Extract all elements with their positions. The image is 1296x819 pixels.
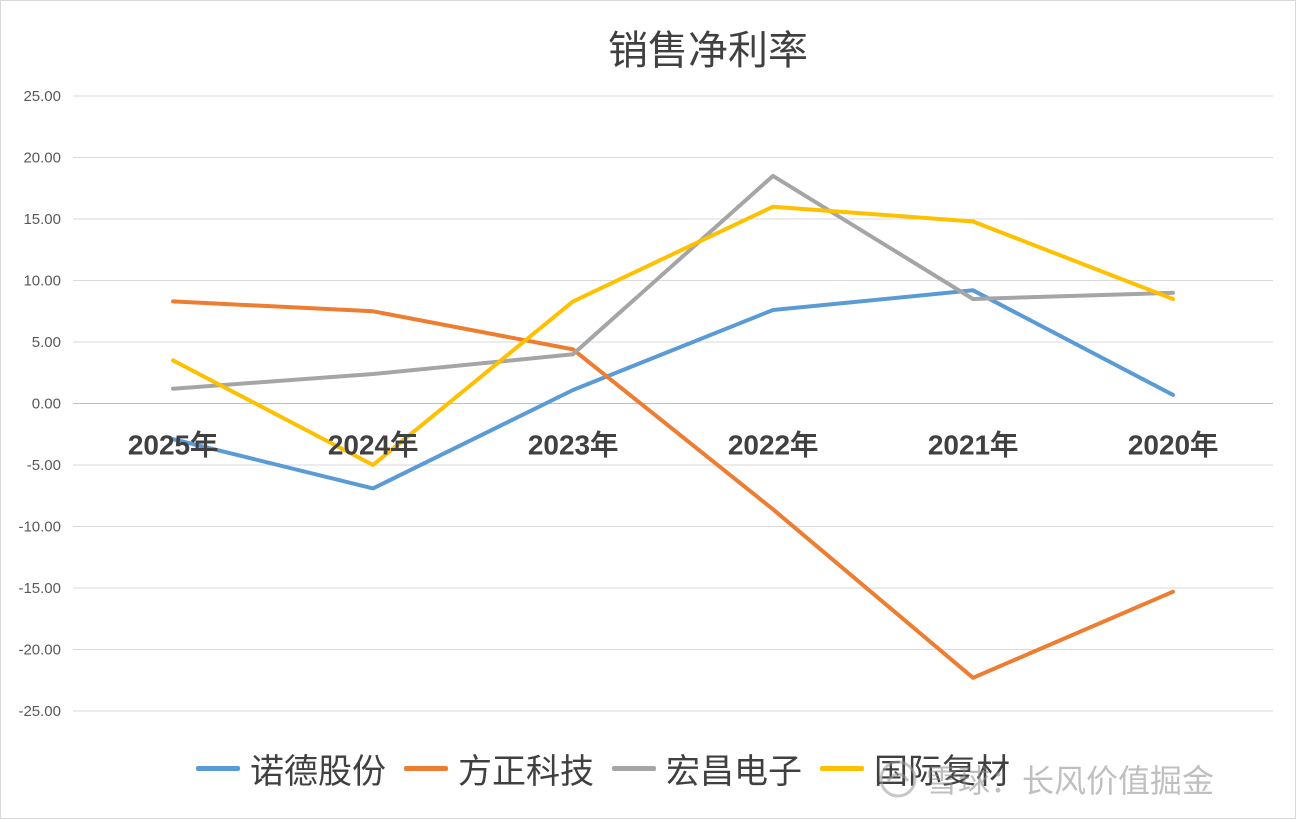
- x-tick-label: 2023年: [528, 429, 618, 461]
- watermark: 雪球：长风价值掘金: [878, 756, 1214, 802]
- series-line-1: [171, 288, 1175, 491]
- x-tick-label: 2024年: [328, 429, 418, 461]
- snowball-logo-icon: [879, 760, 917, 798]
- legend: 诺德股份 方正科技 宏昌电子 国际复材: [196, 744, 1010, 793]
- x-tick-label: 2022年: [728, 429, 818, 461]
- y-tick-label: -15.00: [18, 580, 61, 597]
- series-line-2: [171, 299, 1175, 680]
- y-tick-label: -25.00: [18, 703, 61, 720]
- legend-item: 诺德股份: [196, 744, 386, 793]
- series-line-4: [171, 204, 1175, 467]
- y-tick-label: -5.00: [27, 457, 61, 474]
- legend-swatch: [404, 766, 448, 771]
- y-tick-label: -10.00: [18, 519, 61, 536]
- legend-item: 宏昌电子: [612, 744, 802, 793]
- y-tick-label: 25.00: [23, 88, 61, 105]
- series-line-3: [171, 173, 1175, 391]
- legend-label: 诺德股份: [250, 752, 386, 792]
- legend-item: 国际复材: [820, 744, 1010, 793]
- y-axis-ticks: 25.00 20.00 15.00 10.00 5.00 0.00 -5.00 -10.00 -…: [18, 88, 61, 720]
- legend-label: 宏昌电子: [666, 752, 802, 792]
- y-tick-label: 10.00: [23, 273, 61, 290]
- y-tick-label: 0.00: [32, 396, 61, 413]
- y-tick-label: 20.00: [23, 150, 61, 167]
- series-lines: [171, 173, 1175, 680]
- legend-swatch: [820, 766, 864, 771]
- legend-item: 方正科技: [404, 744, 594, 793]
- legend-swatch: [196, 766, 240, 771]
- y-tick-label: 5.00: [32, 334, 61, 351]
- x-tick-label: 2021年: [928, 429, 1018, 461]
- watermark-text: 雪球：长风价值掘金: [926, 762, 1215, 800]
- legend-label: 方正科技: [458, 752, 594, 792]
- chart-title: 销售净利率: [608, 28, 808, 74]
- legend-swatch: [612, 766, 656, 771]
- y-tick-label: 15.00: [23, 211, 61, 228]
- legend-label: 国际复材: [874, 752, 1010, 792]
- x-axis-ticks: 2025年 2024年 2023年 2022年 2021年 2020年: [128, 429, 1218, 461]
- x-tick-label: 2025年: [128, 429, 218, 461]
- x-tick-label: 2020年: [1128, 429, 1218, 461]
- y-tick-label: -20.00: [18, 642, 61, 659]
